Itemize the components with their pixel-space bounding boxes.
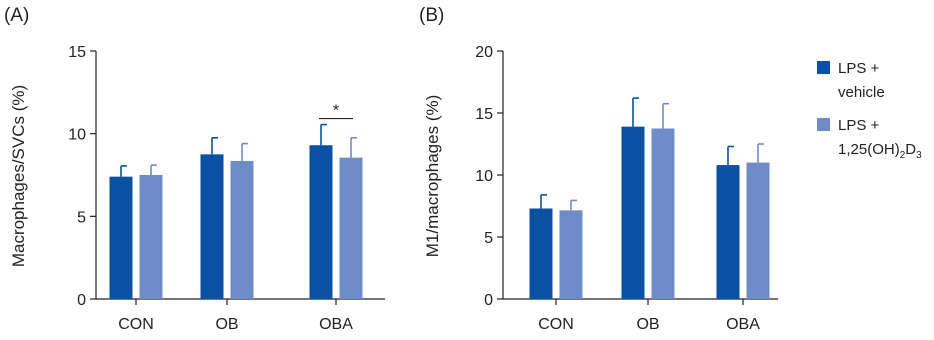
panel-a-label: (A) xyxy=(4,5,29,26)
legend: LPS + vehicle LPS + 1,25(OH)2D3 xyxy=(817,60,922,161)
panel-a-significance-star: * xyxy=(333,103,339,120)
panel-b-bar-vehicle xyxy=(621,126,645,299)
legend-label-vehicle-line1: LPS + xyxy=(838,60,880,77)
panel-b-bars xyxy=(529,126,770,299)
panel-a-error-bars xyxy=(120,123,357,177)
panel-a-bar-treated xyxy=(339,157,363,299)
panel-a-bar-treated xyxy=(230,160,254,299)
panel-b-bar-treated xyxy=(746,162,770,299)
panel-a: (A) Macrophages/SVCs (%) 0 5 10 15 CON OB OBA… xyxy=(4,5,385,333)
legend-label-vehicle-line2: vehicle xyxy=(838,84,885,101)
panel-a-y-tick-label: 0 xyxy=(77,292,86,309)
panel-a-x-tick-label: CON xyxy=(118,316,154,333)
legend-treated-formula-a: 1,25(OH) xyxy=(838,141,900,158)
panel-b-bar-vehicle xyxy=(716,165,740,299)
panel-b: (B) M1/macrophages (%) 0 5 10 15 20 CON OB OBA xyxy=(419,5,778,333)
panel-b-bar-treated xyxy=(651,128,675,299)
panel-b-y-tick-label: 20 xyxy=(475,44,493,61)
legend-swatch-vehicle xyxy=(817,61,830,74)
panel-a-y-tick-label: 15 xyxy=(68,44,86,61)
panel-a-y-tick-label: 5 xyxy=(77,209,86,226)
panel-a-bars xyxy=(109,145,363,299)
panel-a-bar-treated xyxy=(139,175,163,299)
legend-swatch-treated xyxy=(817,118,830,131)
panel-a-y-axis-label: Macrophages/SVCs (%) xyxy=(9,85,28,267)
panel-b-y-tick-label: 5 xyxy=(484,230,493,247)
panel-a-y-tick-label: 10 xyxy=(68,127,86,144)
panel-b-y-axis-label: M1/macrophages (%) xyxy=(423,95,442,258)
panel-b-y-tick-label: 0 xyxy=(484,292,493,309)
panel-b-y-tick-label: 10 xyxy=(475,168,493,185)
legend-treated-formula-sub1: 2 xyxy=(900,150,906,161)
panel-b-error-bars xyxy=(540,97,764,211)
panel-b-x-tick-label: CON xyxy=(538,316,574,333)
panel-b-x-ticks: CON OB OBA xyxy=(538,299,760,333)
panel-b-x-tick-label: OBA xyxy=(726,316,760,333)
legend-label-treated-line1: LPS + xyxy=(838,117,880,134)
legend-treated-formula-b: D xyxy=(905,141,916,158)
panel-b-label: (B) xyxy=(419,5,444,26)
panel-b-y-tick-label: 15 xyxy=(475,106,493,123)
panel-a-bar-vehicle xyxy=(109,176,133,299)
legend-label-treated-line2: 1,25(OH)2D3 xyxy=(838,141,922,161)
panel-a-annotations: * xyxy=(319,103,353,120)
panel-a-x-ticks: CON OB OBA xyxy=(118,299,353,333)
panel-b-y-ticks: 0 5 10 15 20 xyxy=(475,44,503,309)
legend-treated-formula-sub2: 3 xyxy=(916,150,922,161)
panel-a-y-ticks: 0 5 10 15 xyxy=(68,44,96,309)
panel-b-x-tick-label: OB xyxy=(636,316,659,333)
panel-a-bar-vehicle xyxy=(200,154,224,299)
panel-a-bar-vehicle xyxy=(309,145,333,299)
panel-b-bar-vehicle xyxy=(529,208,553,299)
panel-a-x-tick-label: OB xyxy=(215,316,238,333)
panel-a-x-tick-label: OBA xyxy=(319,316,353,333)
panel-b-bar-treated xyxy=(559,210,583,299)
